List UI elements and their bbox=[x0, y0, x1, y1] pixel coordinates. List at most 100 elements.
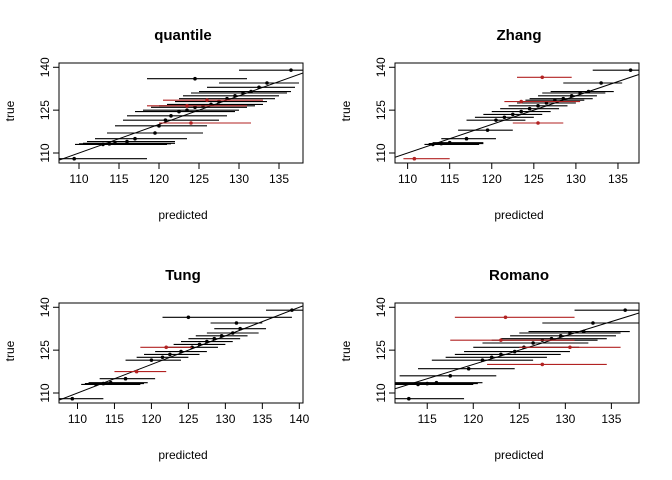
x-tick-label: 115 bbox=[440, 172, 459, 186]
data-point bbox=[561, 96, 566, 101]
panel-quantile: quantile predicted true 110 115 120 125 130 1… bbox=[3, 27, 304, 222]
data-point bbox=[512, 349, 517, 354]
data-point bbox=[189, 121, 193, 125]
data-point bbox=[290, 308, 294, 312]
x-tick-label: 120 bbox=[482, 172, 502, 186]
data-point bbox=[107, 142, 112, 146]
data-point bbox=[536, 104, 540, 108]
y-axis-label-quantile: true bbox=[3, 100, 17, 121]
data-point bbox=[536, 121, 540, 125]
data-point bbox=[494, 118, 498, 122]
y-tick-label: 110 bbox=[38, 383, 52, 402]
y-axis-label-romano: true bbox=[339, 340, 353, 361]
data-point bbox=[448, 374, 453, 378]
data-point bbox=[591, 321, 595, 325]
y-tick-label: 125 bbox=[374, 100, 388, 120]
data-point bbox=[160, 355, 165, 360]
x-tick-label: 135 bbox=[269, 172, 289, 186]
y-tick-label: 110 bbox=[374, 143, 388, 162]
x-tick-label: 135 bbox=[252, 412, 272, 426]
data-point bbox=[407, 396, 411, 401]
x-tick-label: 110 bbox=[68, 412, 87, 426]
data-point bbox=[265, 81, 269, 85]
y-tick-label: 140 bbox=[38, 57, 52, 77]
data-point bbox=[531, 341, 535, 345]
x-tick-label: 140 bbox=[289, 412, 309, 426]
x-tick-label: 130 bbox=[215, 412, 235, 426]
x-axis-label-quantile: predicted bbox=[158, 208, 207, 222]
y-tick-label: 140 bbox=[38, 297, 52, 317]
data-point bbox=[569, 94, 574, 98]
data-point bbox=[623, 308, 627, 312]
data-point bbox=[489, 355, 494, 360]
y-axis-label-tung: true bbox=[3, 340, 17, 361]
x-tick-label: 125 bbox=[509, 412, 529, 426]
x-tick-label: 115 bbox=[105, 412, 124, 426]
data-point bbox=[485, 128, 490, 132]
x-tick-label: 125 bbox=[178, 412, 198, 426]
data-point bbox=[179, 349, 183, 354]
data-point bbox=[434, 380, 439, 385]
panel-title-tung: Tung bbox=[165, 267, 201, 284]
data-point bbox=[163, 118, 168, 122]
data-point bbox=[113, 141, 117, 146]
data-point bbox=[464, 136, 469, 141]
data-point bbox=[230, 331, 235, 335]
data-point bbox=[133, 136, 137, 141]
y-tick-label: 140 bbox=[374, 57, 388, 77]
data-point bbox=[480, 358, 485, 362]
data-point bbox=[466, 366, 471, 371]
x-tick-label: 130 bbox=[566, 172, 586, 186]
data-point bbox=[70, 396, 75, 401]
plot-data bbox=[395, 308, 639, 401]
x-tick-label: 125 bbox=[524, 172, 544, 186]
x-tick-label: 115 bbox=[418, 412, 437, 426]
data-point bbox=[499, 338, 503, 342]
data-point bbox=[153, 131, 157, 135]
data-point bbox=[568, 345, 572, 350]
data-point bbox=[205, 98, 209, 102]
data-point bbox=[412, 156, 417, 161]
data-point bbox=[169, 114, 173, 118]
data-point bbox=[628, 68, 633, 72]
data-point bbox=[157, 124, 161, 128]
data-point bbox=[289, 68, 293, 72]
y-axis-label-zhang: true bbox=[339, 100, 353, 121]
data-point bbox=[502, 115, 507, 120]
data-point bbox=[257, 85, 261, 90]
x-tick-label: 130 bbox=[229, 172, 249, 186]
x-axis-label-tung: predicted bbox=[158, 448, 207, 462]
data-point bbox=[219, 334, 224, 338]
y-tick-label: 140 bbox=[374, 297, 388, 317]
data-point bbox=[233, 94, 237, 98]
panel-romano: Romano predicted true 115 120 125 130 135 110… bbox=[339, 267, 640, 462]
data-point bbox=[185, 108, 189, 112]
data-point bbox=[540, 362, 545, 367]
x-tick-label: 120 bbox=[149, 172, 169, 186]
x-axis-label-zhang: predicted bbox=[494, 208, 543, 222]
data-point bbox=[134, 369, 139, 374]
panel-title-quantile: quantile bbox=[154, 27, 212, 44]
y-tick-label: 110 bbox=[38, 143, 52, 162]
x-tick-label: 110 bbox=[69, 172, 88, 186]
data-point bbox=[185, 104, 189, 108]
data-point bbox=[586, 89, 591, 94]
y-tick-label: 125 bbox=[374, 340, 388, 360]
x-tick-label: 120 bbox=[463, 412, 483, 426]
data-point bbox=[599, 81, 603, 85]
panel-title-romano: Romano bbox=[489, 267, 549, 284]
data-point bbox=[72, 156, 76, 161]
data-point bbox=[519, 99, 524, 104]
x-axis-label-romano: predicted bbox=[494, 448, 543, 462]
data-point bbox=[234, 321, 239, 325]
data-point bbox=[193, 76, 197, 81]
data-point bbox=[499, 352, 503, 357]
x-tick-label: 135 bbox=[608, 172, 628, 186]
x-tick-label: 135 bbox=[601, 412, 621, 426]
data-point bbox=[510, 112, 515, 117]
data-point bbox=[527, 106, 532, 111]
data-point bbox=[123, 376, 128, 381]
data-point bbox=[503, 315, 508, 320]
